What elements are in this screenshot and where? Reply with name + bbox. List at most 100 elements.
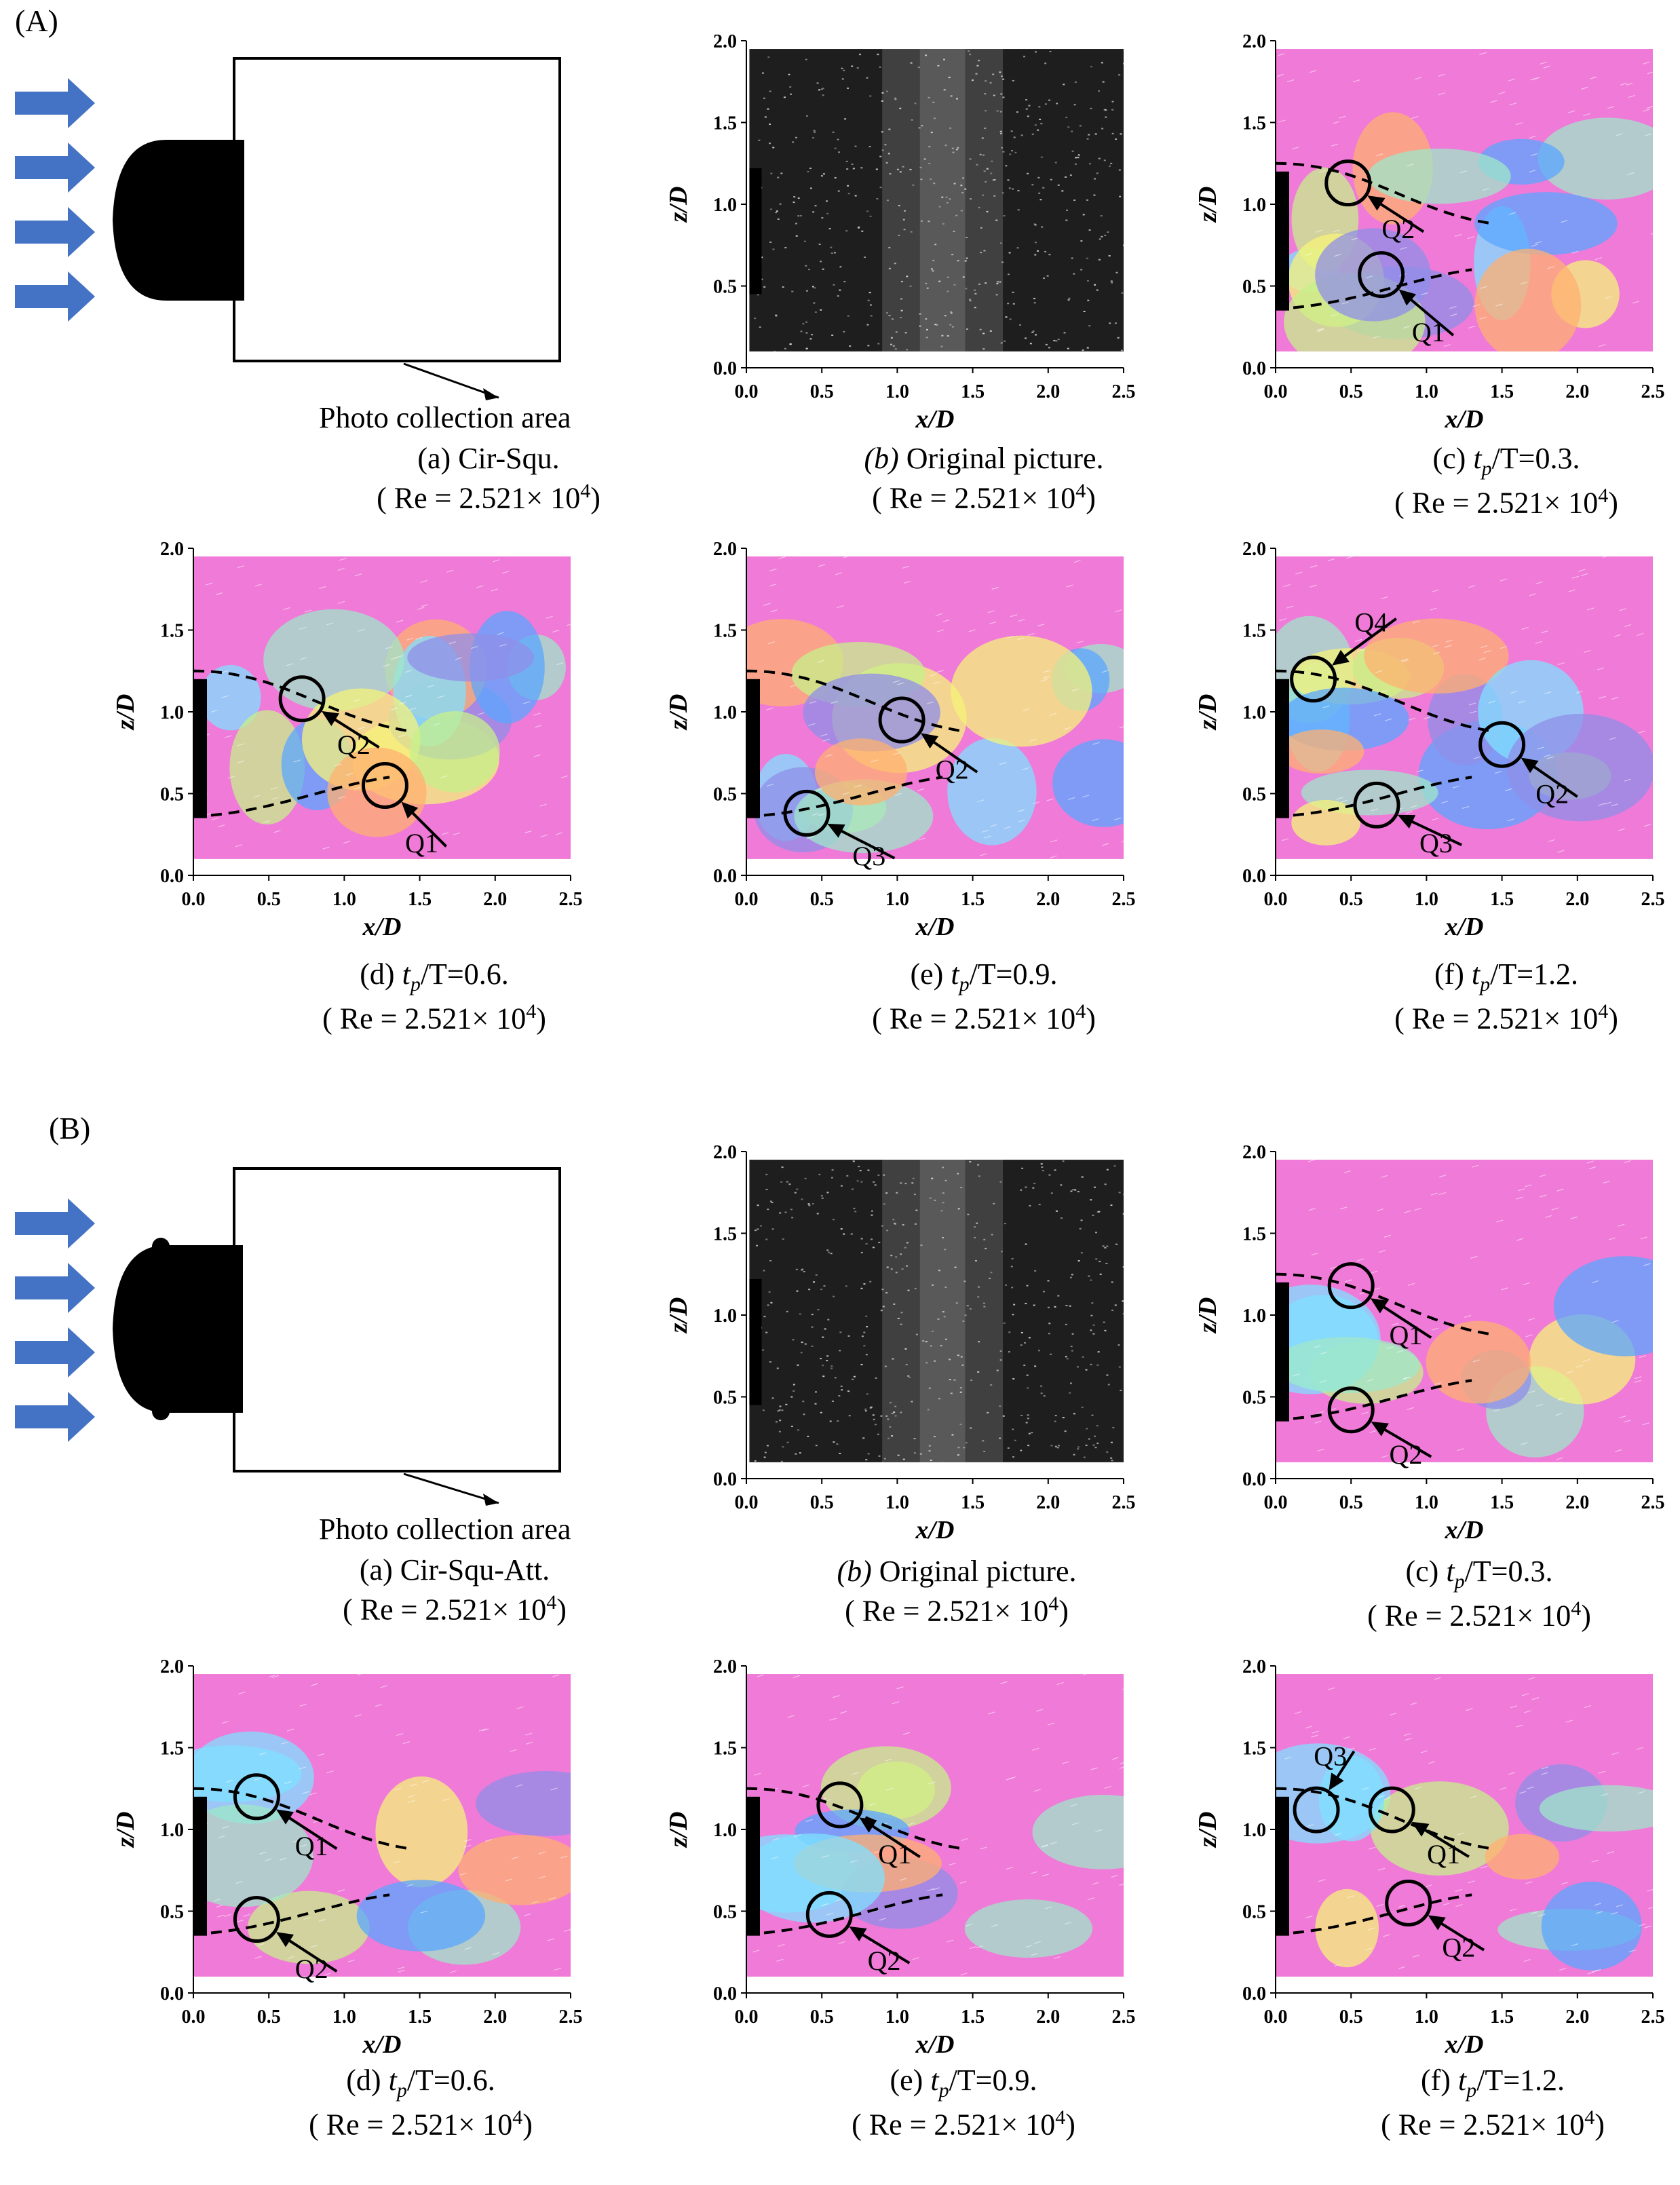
x-tick-label: 0.5 bbox=[1339, 2007, 1363, 2028]
z-tick-label: 1.0 bbox=[160, 702, 184, 723]
z-tick-label: 2.0 bbox=[713, 31, 737, 52]
vortex-label: Q1 bbox=[1412, 317, 1445, 347]
x-tick-label: 2.0 bbox=[1036, 2007, 1060, 2028]
z-tick-label: 0.5 bbox=[713, 1902, 737, 1923]
vortex-marker bbox=[1327, 1262, 1375, 1310]
x-tick-label: 2.0 bbox=[483, 2007, 507, 2028]
z-tick-label: 1.5 bbox=[713, 113, 737, 134]
panel-b-d: Q1 Q2 0.0 0.5 1.0 1.5 2.0 2.5 0.0 0.5 1.0 1.5 2.0 x/D… bbox=[111, 1656, 583, 2059]
z-axis-label: z/D bbox=[1194, 694, 1222, 732]
vortex-label: Q2 bbox=[337, 729, 370, 760]
z-axis-label: z/D bbox=[111, 694, 140, 732]
caption-a-a: (a) Cir-Squ. ( Re = 2.521× 104) bbox=[377, 442, 600, 515]
z-tick-label: 1.5 bbox=[713, 1224, 737, 1245]
marker-arrowhead bbox=[849, 1926, 867, 1941]
marker-arrow-line bbox=[331, 716, 380, 749]
vortex-marker bbox=[783, 789, 831, 837]
x-axis-label: x/D bbox=[1445, 913, 1484, 941]
z-tick-label: 1.5 bbox=[713, 1738, 737, 1760]
marker-arrow-line bbox=[868, 1823, 921, 1859]
flow-arrow-icon bbox=[15, 207, 95, 257]
marker-arrowhead bbox=[1332, 649, 1350, 666]
vortex-label: Q2 bbox=[1390, 1439, 1423, 1470]
x-tick-label: 0.5 bbox=[1339, 1492, 1363, 1513]
z-axis-label: z/D bbox=[111, 1812, 140, 1849]
vortex-label: Q3 bbox=[852, 841, 885, 871]
x-tick-label: 0.5 bbox=[810, 381, 834, 402]
x-tick-label: 2.5 bbox=[1641, 381, 1665, 402]
z-tick-label: 0.5 bbox=[1242, 784, 1266, 805]
shear-layer-upper bbox=[193, 1787, 413, 1850]
caption-a-e: (e) tp/T=0.9. ( Re = 2.521× 104) bbox=[872, 957, 1096, 1036]
x-tick-label: 0.0 bbox=[735, 889, 759, 910]
attachment-top bbox=[152, 1238, 170, 1255]
cylinder-shadow bbox=[749, 168, 762, 294]
z-tick-label: 0.0 bbox=[713, 358, 737, 379]
x-tick-label: 2.5 bbox=[1112, 381, 1136, 402]
x-tick-label: 2.5 bbox=[1112, 889, 1136, 910]
cylinder-shadow bbox=[749, 1278, 762, 1405]
vortex-marker bbox=[1385, 1879, 1432, 1926]
flow-arrows bbox=[15, 78, 95, 322]
marker-arrowhead bbox=[1371, 1421, 1389, 1437]
marker-arrowhead bbox=[275, 1932, 294, 1948]
marker-arrow-line bbox=[1421, 1827, 1470, 1859]
x-tick-label: 1.0 bbox=[885, 889, 909, 910]
x-tick-label: 1.5 bbox=[961, 2007, 985, 2028]
vortex-label: Q1 bbox=[1427, 1839, 1460, 1869]
photo-field bbox=[749, 1160, 1124, 1462]
x-tick-label: 0.0 bbox=[1264, 381, 1288, 402]
panel-b-e: Q1 Q2 0.0 0.5 1.0 1.5 2.0 2.5 0.0 0.5 1.0 1.5 2.0 x/D… bbox=[664, 1656, 1136, 2059]
cylinder-edge bbox=[193, 1796, 207, 1936]
caption-b-a: (a) Cir-Squ-Att. ( Re = 2.521× 104) bbox=[343, 1553, 567, 1627]
flow-arrow-icon bbox=[15, 271, 95, 322]
x-tick-label: 0.0 bbox=[182, 889, 206, 910]
x-axis-label: x/D bbox=[362, 2030, 402, 2059]
z-tick-label: 2.0 bbox=[1242, 31, 1266, 52]
z-tick-label: 2.0 bbox=[713, 1656, 737, 1677]
x-tick-label: 1.0 bbox=[332, 2007, 356, 2028]
z-tick-label: 0.0 bbox=[1242, 358, 1266, 379]
z-tick-label: 2.0 bbox=[1242, 1656, 1266, 1677]
z-tick-label: 0.5 bbox=[1242, 1388, 1266, 1409]
marker-arrow-line bbox=[1377, 201, 1425, 233]
schematic-a bbox=[15, 57, 561, 400]
shear-layer-lower bbox=[1275, 776, 1472, 818]
photo-collection-area-box bbox=[233, 57, 561, 362]
x-tick-label: 2.0 bbox=[1565, 889, 1589, 910]
z-tick-label: 1.0 bbox=[713, 1820, 737, 1841]
section-a-label: (A) bbox=[15, 3, 58, 38]
x-axis-label: x/D bbox=[1445, 405, 1484, 434]
x-axis-label: x/D bbox=[362, 913, 402, 941]
z-tick-label: 1.5 bbox=[160, 1738, 184, 1760]
x-tick-label: 0.5 bbox=[1339, 381, 1363, 402]
x-tick-label: 1.0 bbox=[885, 2007, 909, 2028]
x-tick-label: 1.5 bbox=[961, 889, 985, 910]
x-tick-label: 0.0 bbox=[735, 2007, 759, 2028]
x-tick-label: 0.5 bbox=[810, 889, 834, 910]
z-axis-label: z/D bbox=[664, 1812, 693, 1849]
x-tick-label: 2.5 bbox=[559, 2007, 583, 2028]
z-tick-label: 2.0 bbox=[160, 1656, 184, 1677]
marker-arrowhead bbox=[1428, 1915, 1446, 1931]
vortex-label: Q1 bbox=[405, 828, 438, 858]
vortex-marker bbox=[816, 1781, 864, 1829]
shear-layer-lower bbox=[1275, 1379, 1472, 1422]
schematic-b bbox=[15, 1167, 561, 1506]
z-tick-label: 1.0 bbox=[1242, 1306, 1266, 1327]
shear-layer-lower bbox=[746, 1893, 943, 1936]
x-tick-label: 2.0 bbox=[483, 889, 507, 910]
vortex-label: Q3 bbox=[1419, 828, 1453, 858]
shear-layer-upper bbox=[193, 669, 413, 733]
z-tick-label: 0.0 bbox=[1242, 1983, 1266, 2004]
cylinder-edge bbox=[1276, 1282, 1289, 1422]
section-b-label: (B) bbox=[49, 1111, 91, 1145]
vortex-label: Q2 bbox=[1442, 1933, 1475, 1963]
z-tick-label: 1.5 bbox=[160, 621, 184, 642]
vortex-label: Q1 bbox=[878, 1839, 911, 1869]
cylinder-edge bbox=[193, 679, 207, 818]
z-tick-label: 0.0 bbox=[713, 1983, 737, 2004]
panel-b-f: Q3 Q1 Q2 0.0 0.5 1.0 1.5 2.0 2.5 0.0 0.5 1.0 1.5 2.0 x… bbox=[1194, 1656, 1665, 2059]
z-tick-label: 0.0 bbox=[160, 1983, 184, 2004]
x-tick-label: 2.0 bbox=[1565, 381, 1589, 402]
